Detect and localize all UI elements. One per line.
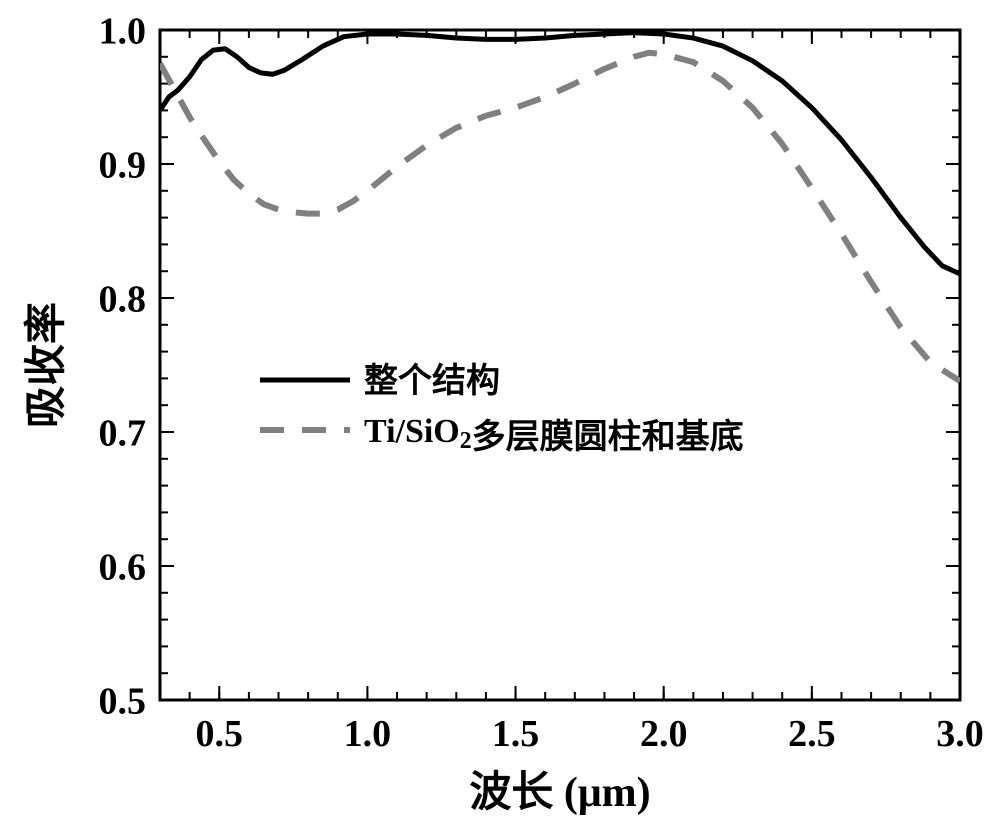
x-axis-label: 波长 (μm)	[469, 769, 650, 816]
x-tick-label: 2.5	[788, 713, 836, 755]
x-tick-label: 1.5	[492, 713, 540, 755]
x-tick-label: 1.0	[344, 713, 392, 755]
y-tick-label: 0.8	[99, 278, 147, 320]
chart-container: 0.5 1.0 1.5 2.0 2.5 3.0 波长 (μm) 0.5 0.6 0.7 0.8 0.9…	[0, 0, 1000, 838]
y-tick-label: 1.0	[99, 10, 147, 52]
x-tick-label: 2.0	[640, 713, 688, 755]
y-tick-label: 0.7	[99, 412, 147, 454]
x-tick-label: 3.0	[936, 713, 984, 755]
legend-label: Ti/SiO2多层膜圆柱和基底	[364, 413, 744, 456]
y-axis-label: 吸收率	[23, 302, 70, 428]
legend-label: 整个结构	[364, 362, 500, 400]
y-tick-label: 0.5	[99, 680, 147, 722]
x-tick-label: 0.5	[196, 713, 244, 755]
absorption-chart: 0.5 1.0 1.5 2.0 2.5 3.0 波长 (μm) 0.5 0.6 0.7 0.8 0.9…	[0, 0, 1000, 838]
y-tick-label: 0.6	[99, 546, 147, 588]
y-tick-label: 0.9	[99, 144, 147, 186]
